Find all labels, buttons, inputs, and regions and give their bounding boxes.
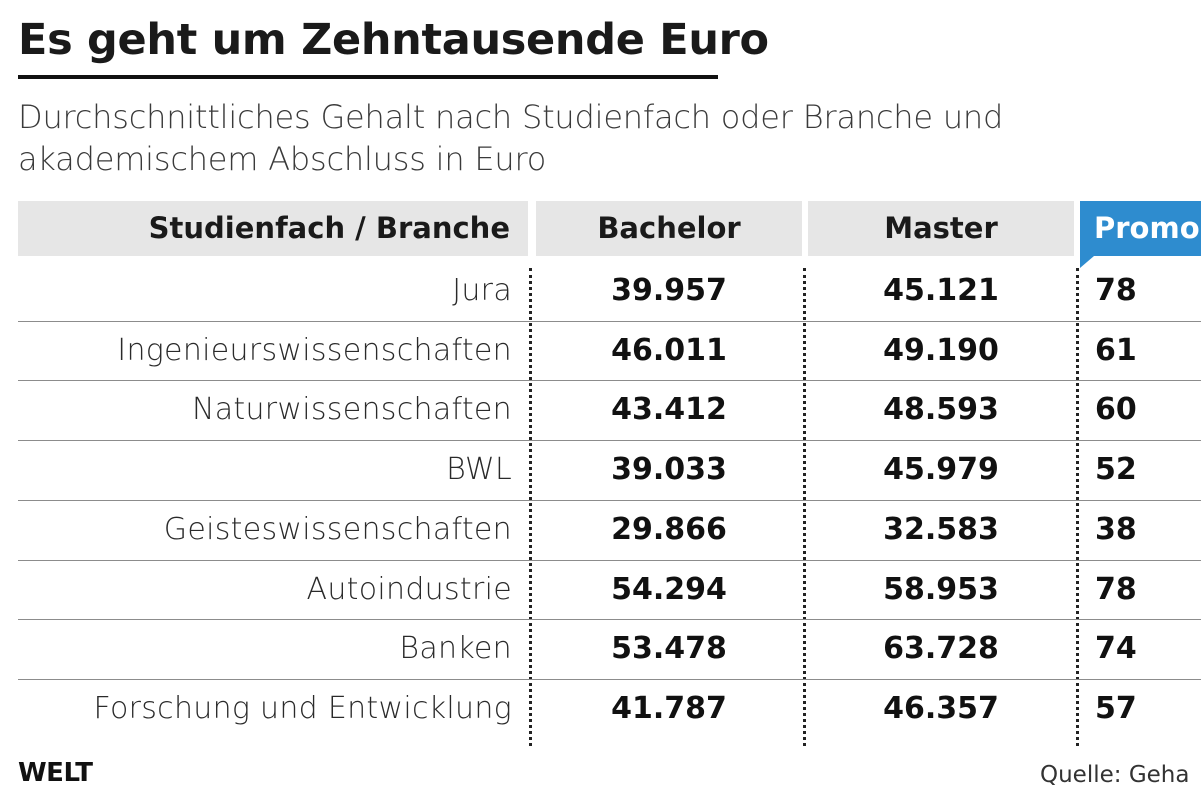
column-divider-promotion [1076, 268, 1079, 746]
row-separator [18, 380, 1201, 381]
row-label: Banken [399, 631, 512, 667]
row-label: Naturwissenschaften [191, 392, 512, 428]
bachelor-value: 53.478 [611, 631, 727, 667]
source-note: Quelle: Geha [1040, 762, 1190, 788]
welt-logo: WELT [18, 758, 93, 788]
row-separator [18, 679, 1201, 680]
bachelor-value: 41.787 [611, 690, 727, 726]
column-header-promotion: Promo [1080, 201, 1201, 256]
row-label: Ingenieurswissenschaften [117, 332, 512, 368]
column-divider-bachelor [529, 268, 532, 746]
master-value: 58.953 [883, 571, 999, 607]
row-label: Autoindustrie [306, 571, 512, 607]
promotion-value: 60 [1095, 392, 1137, 428]
bachelor-value: 54.294 [611, 571, 727, 607]
master-value: 49.190 [883, 332, 999, 368]
master-value: 48.593 [883, 392, 999, 428]
bachelor-value: 29.866 [611, 511, 727, 547]
master-value: 63.728 [883, 631, 999, 667]
promotion-header-notch [1080, 256, 1094, 268]
promotion-value: 78 [1095, 273, 1137, 308]
promotion-value: 74 [1095, 631, 1137, 667]
master-value: 45.121 [883, 273, 999, 308]
bachelor-value: 39.033 [611, 452, 727, 488]
bachelor-value: 39.957 [611, 273, 727, 308]
chart-title: Es geht um Zehntausende Euro [18, 15, 769, 65]
column-header-studienfach: Studienfach / Branche [18, 201, 528, 256]
column-header-master: Master [808, 201, 1074, 256]
master-value: 32.583 [883, 511, 999, 547]
promotion-value: 61 [1095, 332, 1137, 368]
row-label: Jura [452, 273, 512, 308]
row-label: Forschung und Entwicklung [93, 690, 512, 726]
row-separator [18, 321, 1201, 322]
promotion-value: 38 [1095, 511, 1137, 547]
promotion-value: 57 [1095, 690, 1137, 726]
column-header-bachelor: Bachelor [536, 201, 802, 256]
row-separator [18, 619, 1201, 620]
bachelor-value: 46.011 [611, 332, 727, 368]
title-underline [18, 75, 718, 79]
row-label: Geisteswissenschaften [163, 511, 512, 547]
master-value: 45.979 [883, 452, 999, 488]
column-divider-master [803, 268, 806, 746]
promotion-value: 78 [1095, 571, 1137, 607]
row-separator [18, 500, 1201, 501]
row-separator [18, 560, 1201, 561]
promotion-value: 52 [1095, 452, 1137, 488]
row-separator [18, 440, 1201, 441]
row-label: BWL [446, 452, 512, 488]
chart-subtitle: Durchschnittliches Gehalt nach Studienfa… [18, 98, 1004, 178]
master-value: 46.357 [883, 690, 999, 726]
bachelor-value: 43.412 [611, 392, 727, 428]
